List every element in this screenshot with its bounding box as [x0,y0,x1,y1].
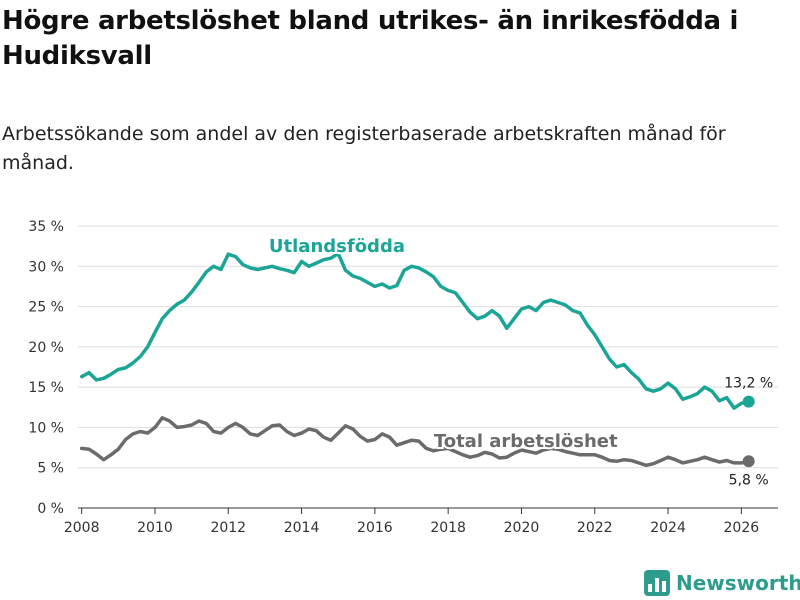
bar-chart-logo-icon [644,570,670,596]
series-lines [79,251,755,468]
y-axis-ticks: 0 % 5 % 10 % 15 % 20 % 25 % 30 % 35 % [28,219,64,517]
gridlines [78,225,778,469]
series-name-label: Total arbetslöshet [434,431,618,452]
page-subtitle: Arbetssökande som andel av den registerb… [2,123,726,174]
x-tick-label: 2008 [64,520,100,536]
series-labels: Utlandsfödda 13,2 % Total arbetslöshet 5,8 … [267,234,773,488]
x-tick-label: 2026 [724,520,760,536]
y-tick-label: 30 % [28,259,64,275]
x-tick-label: 2010 [137,520,173,536]
brand-name: Newsworthy [676,571,800,595]
y-tick-label: 10 % [28,420,64,436]
x-axis: 2008 2010 2012 2014 2016 2018 2020 2022 2024 2026 [64,507,778,536]
x-tick-label: 2012 [210,520,246,536]
page-title: Högre arbetslöshet bland utrikes- än inr… [2,6,739,71]
y-tick-label: 5 % [37,461,64,477]
y-tick-label: 25 % [28,300,64,316]
series-end-point [742,455,755,468]
x-tick-label: 2024 [650,520,686,536]
y-tick-label: 15 % [28,380,64,396]
y-tick-label: 20 % [28,340,64,356]
x-tick-label: 2022 [577,520,613,536]
series-end-label: 13,2 % [724,376,773,392]
series-end-point [742,395,755,408]
x-tick-label: 2014 [284,520,320,536]
series-name-label: Utlandsfödda [269,236,405,257]
brand-logo: Newsworthy [644,568,800,598]
y-tick-label: 0 % [37,501,64,517]
x-tick-label: 2018 [430,520,466,536]
x-tick-label: 2016 [357,520,393,536]
x-tick-label: 2020 [504,520,540,536]
series-end-label: 5,8 % [729,472,769,488]
series-line [79,416,751,468]
y-tick-label: 35 % [28,219,64,235]
series-line [79,251,751,410]
